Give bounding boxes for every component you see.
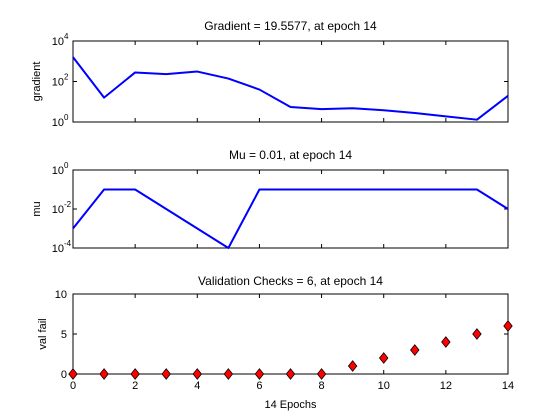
xtick-label: 2 bbox=[132, 380, 138, 392]
mu-xticks bbox=[72, 170, 509, 248]
series-line bbox=[72, 188, 509, 249]
xtick-label: 12 bbox=[440, 380, 452, 392]
gradient-ylabel: gradient bbox=[31, 62, 43, 102]
val-fail-point bbox=[223, 368, 234, 380]
val-fail-axes-box bbox=[72, 293, 509, 375]
ytick-exponent: 0 bbox=[64, 161, 69, 170]
val-fail-point bbox=[410, 344, 420, 356]
ytick-label: 10 bbox=[52, 36, 64, 48]
val-fail-point bbox=[379, 352, 389, 364]
val-fail-point bbox=[316, 368, 327, 380]
ytick-label: 10 bbox=[52, 243, 64, 255]
xtick-label: 8 bbox=[319, 380, 325, 392]
ytick-exponent: 2 bbox=[64, 73, 69, 82]
val-fail-ylabel: val fail bbox=[37, 318, 49, 349]
gradient-series bbox=[72, 56, 509, 121]
ytick-label: 10 bbox=[52, 165, 64, 177]
xtick-label: 10 bbox=[378, 380, 390, 392]
xtick-label: 6 bbox=[256, 380, 262, 392]
ytick-label: 10 bbox=[55, 289, 67, 301]
val-fail-point bbox=[285, 368, 296, 380]
val-fail-point bbox=[503, 320, 513, 332]
val-fail-point bbox=[472, 328, 482, 340]
xtick-label: 4 bbox=[194, 380, 200, 392]
gradient-title: Gradient = 19.5577, at epoch 14 bbox=[204, 19, 377, 33]
ytick-exponent: 4 bbox=[64, 32, 69, 41]
xtick-label: 0 bbox=[70, 380, 76, 392]
mu-series bbox=[72, 188, 509, 249]
xtick-label: 14 bbox=[502, 380, 514, 392]
x-axis-label: 14 Epochs bbox=[265, 399, 317, 411]
gradient-xticks bbox=[72, 41, 509, 122]
val-fail-point bbox=[192, 368, 202, 380]
val-fail-point bbox=[254, 368, 265, 380]
val-fail-point bbox=[347, 360, 358, 372]
val-fail-series bbox=[68, 320, 513, 380]
ytick-label: 10 bbox=[52, 204, 64, 216]
mu-axes-box bbox=[72, 169, 509, 249]
val-fail-title: Validation Checks = 6, at epoch 14 bbox=[198, 274, 383, 288]
ytick-exponent: 0 bbox=[64, 113, 69, 122]
val-fail-yticks: 0 5 10 bbox=[55, 289, 508, 381]
ytick-exponent: -2 bbox=[64, 200, 72, 209]
ytick-label: 10 bbox=[52, 117, 64, 129]
val-fail-panel: Validation Checks = 6, at epoch 14 val f… bbox=[37, 274, 514, 411]
series-line bbox=[72, 56, 509, 121]
ytick-exponent: -4 bbox=[64, 239, 72, 248]
val-fail-point bbox=[99, 368, 109, 380]
gradient-panel: Gradient = 19.5577, at epoch 14 gradient… bbox=[31, 19, 509, 129]
ytick-label: 10 bbox=[52, 77, 64, 89]
ytick-label: 0 bbox=[61, 369, 67, 381]
gradient-axes-box bbox=[72, 40, 509, 123]
mu-ylabel: mu bbox=[31, 201, 43, 216]
ytick-label: 5 bbox=[61, 329, 67, 341]
val-fail-point bbox=[130, 368, 140, 380]
val-fail-point bbox=[68, 368, 78, 380]
val-fail-point bbox=[161, 368, 171, 380]
mu-title: Mu = 0.01, at epoch 14 bbox=[229, 148, 352, 162]
val-fail-point bbox=[441, 336, 451, 348]
